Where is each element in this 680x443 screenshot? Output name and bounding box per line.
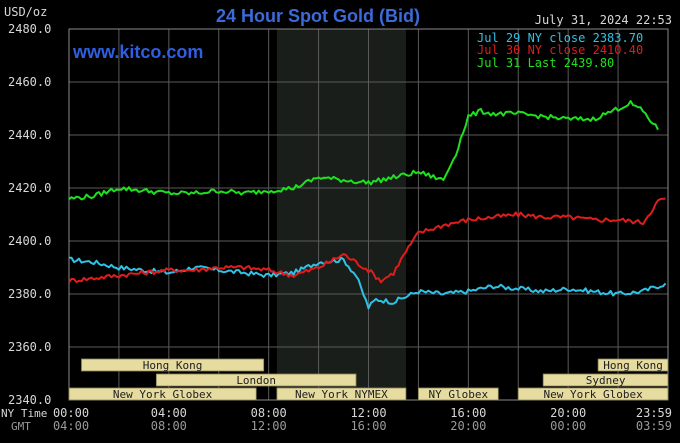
session-bar bbox=[418, 387, 499, 401]
gmt-tick-label: 20:00 bbox=[450, 419, 486, 433]
session-label: Sydney bbox=[586, 374, 626, 387]
session-bar bbox=[276, 387, 407, 401]
ny-time-label: NY Time bbox=[1, 407, 47, 420]
series-line bbox=[68, 100, 659, 201]
session-bar bbox=[517, 387, 669, 401]
series-line bbox=[68, 197, 666, 284]
y-tick-label: 2460.0 bbox=[8, 75, 51, 89]
gmt-tick-label: 00:00 bbox=[550, 419, 586, 433]
session-label: Hong Kong bbox=[603, 359, 663, 372]
y-tick-label: 2380.0 bbox=[8, 287, 51, 301]
ny-time-tick-label: 04:00 bbox=[151, 406, 187, 420]
y-tick-label: 2360.0 bbox=[8, 340, 51, 354]
website-watermark[interactable]: www.kitco.com bbox=[72, 42, 203, 62]
ny-time-tick-label: 12:00 bbox=[350, 406, 386, 420]
legend-series-2: Jul 30 NY close 2410.40 bbox=[477, 43, 643, 57]
nymex-shaded-period bbox=[276, 29, 406, 400]
session-label: New York Globex bbox=[543, 388, 643, 401]
series-line bbox=[68, 256, 667, 310]
session-bar bbox=[155, 373, 357, 387]
session-bar bbox=[68, 387, 257, 401]
session-label: Hong Kong bbox=[143, 359, 203, 372]
y-tick-label: 2420.0 bbox=[8, 181, 51, 195]
session-label: New York Globex bbox=[113, 388, 213, 401]
ny-time-tick-label: 20:00 bbox=[550, 406, 586, 420]
unit-label: USD/oz bbox=[4, 5, 47, 19]
session-label: New York NYMEX bbox=[295, 388, 388, 401]
timestamp: July 31, 2024 22:53 bbox=[535, 13, 672, 27]
gmt-tick-label: 04:00 bbox=[53, 419, 89, 433]
gmt-tick-label: 03:59 bbox=[636, 419, 672, 433]
legend-series-3: Jul 31 Last 2439.80 bbox=[477, 56, 614, 70]
y-tick-label: 2480.0 bbox=[8, 22, 51, 36]
gmt-tick-label: 08:00 bbox=[151, 419, 187, 433]
session-bar bbox=[542, 373, 669, 387]
gmt-label: GMT bbox=[11, 420, 31, 433]
gmt-tick-label: 16:00 bbox=[350, 419, 386, 433]
y-tick-label: 2440.0 bbox=[8, 128, 51, 142]
session-label: NY Globex bbox=[429, 388, 489, 401]
ny-time-tick-label: 00:00 bbox=[53, 406, 89, 420]
legend: Jul 29 NY close 2383.70 Jul 30 NY close … bbox=[477, 31, 643, 70]
y-tick-label: 2400.0 bbox=[8, 234, 51, 248]
ny-time-tick-label: 23:59 bbox=[636, 406, 672, 420]
legend-series-1: Jul 29 NY close 2383.70 bbox=[477, 31, 643, 45]
ny-time-tick-label: 08:00 bbox=[251, 406, 287, 420]
session-bar bbox=[597, 358, 669, 372]
chart-title: 24 Hour Spot Gold (Bid) bbox=[216, 6, 420, 26]
gmt-tick-label: 12:00 bbox=[251, 419, 287, 433]
y-tick-label: 2340.0 bbox=[8, 393, 51, 407]
session-bar bbox=[81, 358, 265, 372]
ny-time-tick-label: 16:00 bbox=[450, 406, 486, 420]
session-label: London bbox=[236, 374, 276, 387]
